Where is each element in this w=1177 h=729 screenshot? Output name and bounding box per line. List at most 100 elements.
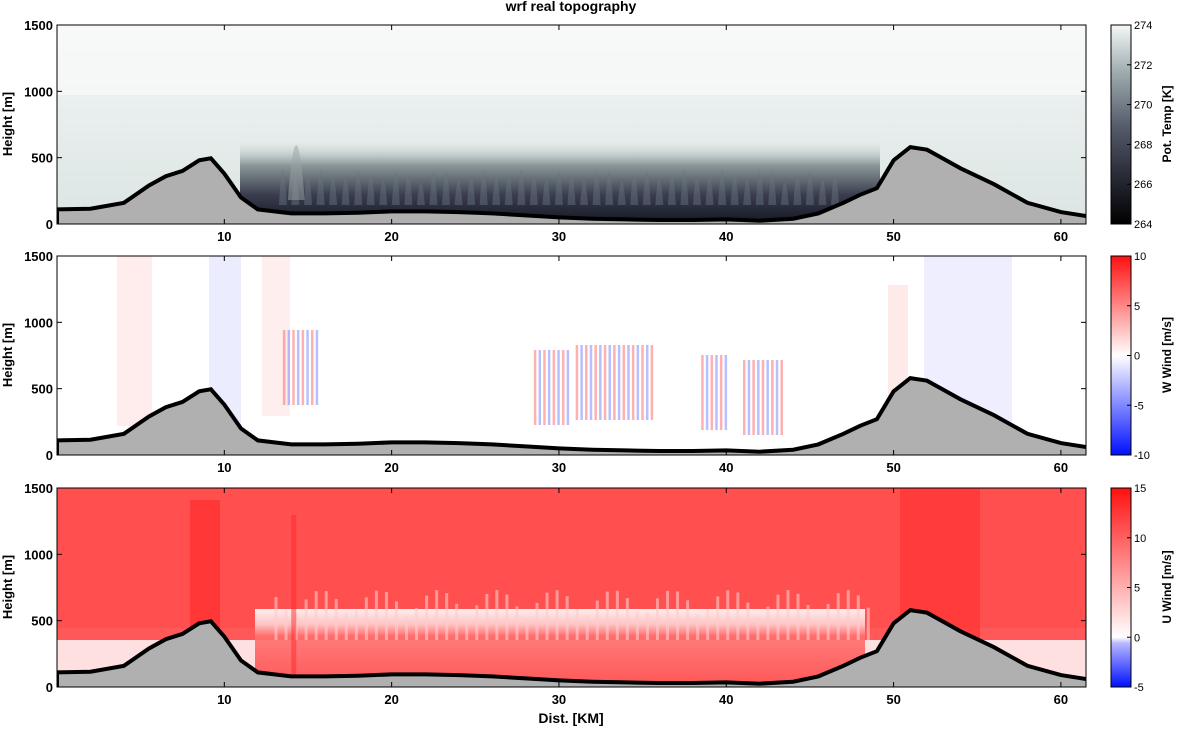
plot-frame: [56, 255, 1087, 456]
theta-wave-crest: [529, 174, 538, 205]
x-tick-label: 30: [552, 229, 566, 244]
u-wave-layer: [274, 515, 870, 685]
u-wave-cell: [595, 600, 599, 640]
u-wave-cell: [866, 607, 870, 640]
theta-cold-pool: [240, 140, 880, 224]
u-wave-cell: [344, 613, 348, 640]
theta-wave-crest: [818, 179, 827, 205]
u-wave-cell: [605, 591, 609, 640]
w-wave-cell: [292, 330, 295, 405]
w-wave-cell: [566, 350, 570, 425]
w-wave-cell: [543, 350, 546, 425]
x-tick-label: 40: [719, 229, 733, 244]
u-wave-cell: [625, 598, 629, 640]
x-tick-label: 40: [719, 460, 733, 475]
u-wave-cell: [706, 609, 710, 640]
u-wave-cell: [575, 609, 579, 640]
w-wave-cell: [599, 345, 602, 420]
u-wave-cell: [354, 610, 358, 640]
u-wave-cell: [505, 594, 509, 640]
w-wave-cell: [641, 345, 644, 420]
u-wave-cell: [555, 590, 559, 640]
u-wave-cell: [585, 615, 589, 640]
u-wave-cell: [274, 597, 278, 640]
w-wave-cell: [747, 360, 751, 435]
theta-wave-crest: [805, 170, 814, 205]
colorbar-tick-label: -5: [1134, 682, 1144, 694]
u-wave-cell: [816, 619, 820, 640]
theta-wave-crest: [316, 170, 325, 205]
u-wave-cell: [435, 590, 439, 640]
theta-wave-crest: [680, 170, 689, 205]
w-wave-cell: [575, 345, 579, 420]
plot-frame: [56, 487, 1087, 688]
w-wave-cell: [701, 355, 704, 430]
theta-wave-crest: [554, 170, 563, 205]
theta-wave-crest: [366, 173, 375, 205]
u-wave-cell: [535, 602, 539, 640]
w-updraft-band: [262, 256, 290, 416]
w-wave-cell: [282, 330, 286, 405]
colorbar-tick-label: 5: [1134, 583, 1140, 595]
theta-wave-crest: [642, 170, 651, 205]
y-tick-label: 1500: [24, 249, 53, 264]
theta-wave-crest: [743, 179, 752, 205]
u-wave-cell: [806, 605, 810, 640]
u-wave-cell: [645, 612, 649, 640]
u-wave-cell: [475, 605, 479, 640]
y-tick-label: 1000: [24, 84, 53, 99]
theta-wave-crest: [667, 174, 676, 205]
theta-wave-crest: [442, 170, 451, 205]
u-wave-cell: [495, 590, 499, 640]
w-wave-cell: [780, 360, 783, 435]
w-wave-cell: [315, 330, 319, 405]
theta-wave-crest: [278, 170, 287, 205]
u-wave-cell: [565, 596, 569, 640]
theta-wave-crest: [354, 170, 363, 205]
theta-wave-crest: [303, 174, 312, 205]
u-plume: [291, 515, 297, 685]
y-tick-label: 1500: [24, 481, 53, 496]
u-wave-cell: [394, 601, 398, 640]
w-wave-cell: [636, 345, 640, 420]
x-tick-label: 60: [1054, 460, 1068, 475]
w-wave-cell: [538, 350, 542, 425]
u-wave-cell: [676, 591, 680, 640]
w-wave-cell: [775, 360, 779, 435]
colorbar-tick-label: 274: [1134, 20, 1152, 32]
u-wave-cell: [445, 593, 449, 640]
theta-wave-crest: [416, 182, 425, 205]
colorbar-tick-label: -5: [1134, 400, 1144, 412]
x-tick-label: 50: [886, 229, 900, 244]
y-tick-label: 500: [31, 614, 53, 629]
u-wave-cell: [284, 610, 288, 640]
w-wave-cell: [617, 345, 621, 420]
x-tick-label: 60: [1054, 229, 1068, 244]
theta-wave-crest: [617, 181, 626, 205]
colorbar-tick-label: 10: [1134, 533, 1146, 545]
u-wave-cell: [655, 598, 659, 640]
theta-upper-layer: [57, 25, 1086, 95]
theta-wave-crest: [592, 171, 601, 205]
theta-wave-crest: [492, 177, 501, 205]
y-tick-label: 1500: [24, 18, 53, 33]
u-wave-cell: [485, 593, 489, 640]
u-wave-cell: [465, 619, 469, 640]
theta-wave-crest: [580, 181, 589, 205]
theta-wave-crest: [730, 173, 739, 205]
theta-wave-crest: [755, 170, 764, 205]
u-wave-cell: [425, 595, 429, 640]
w-wave-cell: [561, 350, 565, 425]
x-tick-label: 20: [384, 692, 398, 707]
u-wave-cell: [776, 594, 780, 640]
w-wave-cell: [724, 355, 728, 430]
x-tick-label: 20: [384, 460, 398, 475]
u-wave-cell: [726, 590, 730, 640]
u-wave-cell: [696, 614, 700, 640]
theta-wave-crest: [718, 170, 727, 205]
y-tick-label: 500: [31, 151, 53, 166]
w-wave-cell: [622, 345, 626, 420]
theta-wave-layer: [278, 145, 840, 205]
